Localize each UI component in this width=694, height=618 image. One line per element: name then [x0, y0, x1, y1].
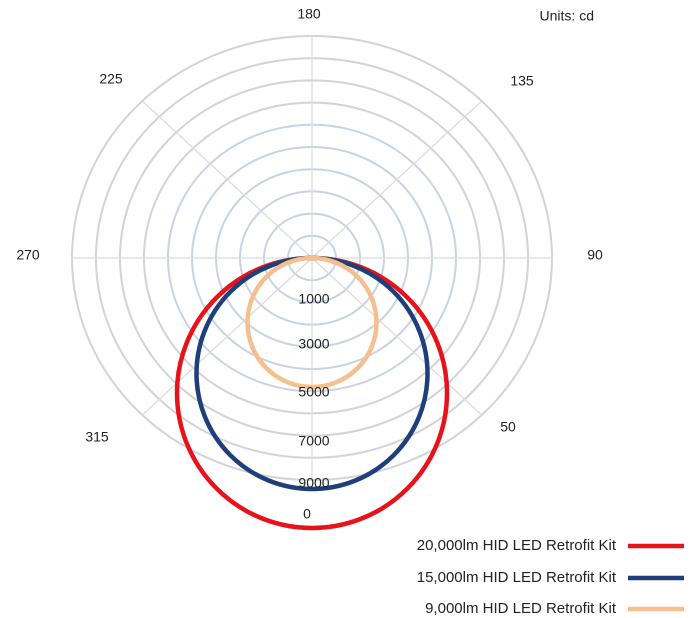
angle-label: 180	[297, 6, 321, 22]
grid-spoke	[311, 100, 483, 259]
series-group	[174, 255, 450, 531]
angle-label: 0	[303, 506, 311, 522]
angle-label: 270	[16, 247, 40, 263]
radial-tick-label: 7000	[298, 433, 329, 449]
units-label: Units: cd	[540, 8, 594, 24]
legend-entry-label: 20,000lm HID LED Retrofit Kit	[417, 537, 617, 554]
polar-grid	[71, 35, 553, 481]
labels-group: 180 135 90 50 0 315 270 225 1000 3000 5000 7000 9000…	[16, 6, 603, 522]
angle-label: 225	[99, 71, 123, 87]
radial-tick-label: 1000	[298, 291, 329, 307]
legend: 20,000lm HID LED Retrofit Kit 15,000lm HI…	[417, 537, 684, 617]
grid-spoke	[141, 257, 313, 416]
grid-spoke	[311, 257, 483, 416]
radial-tick-label: 5000	[298, 384, 329, 400]
legend-entry-label: 9,000lm HID LED Retrofit Kit	[425, 600, 617, 617]
angle-label: 50	[500, 419, 516, 435]
grid-spoke	[141, 100, 313, 259]
series-curve-3	[245, 255, 379, 390]
legend-entry-label: 15,000lm HID LED Retrofit Kit	[417, 569, 617, 586]
angle-label: 90	[587, 247, 603, 263]
angle-label: 135	[510, 73, 534, 89]
radial-tick-label: 3000	[298, 336, 329, 352]
radial-tick-label: 9000	[298, 475, 329, 491]
angle-label: 315	[85, 429, 109, 445]
